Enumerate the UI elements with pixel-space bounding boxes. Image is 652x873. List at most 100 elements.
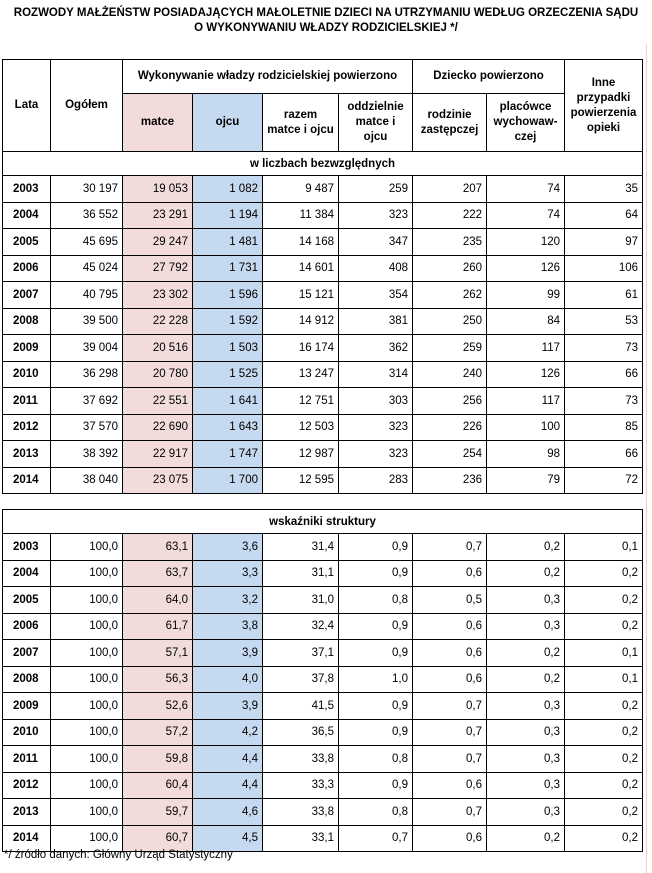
value-cell[interactable]: 12 987: [262, 440, 339, 468]
value-cell[interactable]: 126: [485, 360, 566, 388]
value-cell[interactable]: 33,8: [262, 798, 339, 826]
value-cell[interactable]: 73: [564, 387, 644, 415]
value-cell[interactable]: 250: [412, 307, 487, 335]
value-cell[interactable]: 53: [564, 307, 644, 335]
value-cell[interactable]: 45 024: [50, 254, 123, 282]
value-cell[interactable]: 0,2: [564, 559, 644, 587]
value-cell[interactable]: 100,0: [50, 639, 123, 667]
value-cell[interactable]: 256: [412, 387, 487, 415]
value-cell[interactable]: 33,3: [262, 771, 339, 799]
year-cell[interactable]: 2003: [2, 533, 51, 561]
value-cell[interactable]: 0,2: [485, 665, 566, 693]
year-cell[interactable]: 2004: [2, 201, 51, 229]
value-cell[interactable]: 117: [485, 387, 566, 415]
value-cell[interactable]: 0,3: [485, 771, 566, 799]
value-cell[interactable]: 259: [412, 334, 487, 362]
value-cell[interactable]: 64: [564, 201, 644, 229]
year-cell[interactable]: 2011: [2, 745, 51, 773]
value-cell[interactable]: 100,0: [50, 745, 123, 773]
header-placowce[interactable]: placówce wychowaw-czej: [485, 93, 566, 152]
value-cell[interactable]: 38 392: [50, 440, 123, 468]
value-cell[interactable]: 4,4: [192, 771, 263, 799]
year-cell[interactable]: 2010: [2, 718, 51, 746]
value-cell[interactable]: 222: [412, 201, 487, 229]
value-cell[interactable]: 240: [412, 360, 487, 388]
year-cell[interactable]: 2012: [2, 771, 51, 799]
year-cell[interactable]: 2013: [2, 440, 51, 468]
value-cell[interactable]: 1 700: [192, 466, 263, 494]
value-cell[interactable]: 100: [485, 413, 566, 441]
value-cell[interactable]: 0,8: [338, 745, 413, 773]
year-cell[interactable]: 2004: [2, 559, 51, 587]
year-cell[interactable]: 2008: [2, 665, 51, 693]
value-cell[interactable]: 0,2: [564, 718, 644, 746]
value-cell[interactable]: 3,8: [192, 612, 263, 640]
value-cell[interactable]: 22 917: [122, 440, 193, 468]
header-lata[interactable]: Lata: [2, 59, 51, 152]
year-cell[interactable]: 2011: [2, 387, 51, 415]
value-cell[interactable]: 4,4: [192, 745, 263, 773]
header-wladza-group[interactable]: Wykonywanie władzy rodzicielskiej powier…: [122, 59, 413, 94]
value-cell[interactable]: 56,3: [122, 665, 193, 693]
header-rodzinie[interactable]: rodzinie zastępczej: [412, 93, 487, 152]
value-cell[interactable]: 23 075: [122, 466, 193, 494]
header-dziecko-group[interactable]: Dziecko powierzono: [411, 59, 566, 94]
value-cell[interactable]: 22 690: [122, 413, 193, 441]
value-cell[interactable]: 0,3: [485, 586, 566, 614]
value-cell[interactable]: 1 747: [192, 440, 263, 468]
value-cell[interactable]: 45 695: [50, 228, 123, 256]
value-cell[interactable]: 259: [338, 175, 413, 203]
value-cell[interactable]: 4,5: [192, 824, 263, 852]
value-cell[interactable]: 1 592: [192, 307, 263, 335]
value-cell[interactable]: 32,4: [262, 612, 339, 640]
value-cell[interactable]: 36 552: [50, 201, 123, 229]
value-cell[interactable]: 0,2: [564, 824, 644, 852]
value-cell[interactable]: 3,3: [192, 559, 263, 587]
value-cell[interactable]: 59,7: [122, 798, 193, 826]
value-cell[interactable]: 3,2: [192, 586, 263, 614]
value-cell[interactable]: 23 302: [122, 281, 193, 309]
value-cell[interactable]: 64,0: [122, 586, 193, 614]
value-cell[interactable]: 0,5: [412, 586, 487, 614]
value-cell[interactable]: 303: [338, 387, 413, 415]
header-razem[interactable]: razem matce i ojcu: [262, 93, 339, 152]
value-cell[interactable]: 35: [564, 175, 644, 203]
value-cell[interactable]: 0,2: [564, 612, 644, 640]
year-cell[interactable]: 2006: [2, 612, 51, 640]
value-cell[interactable]: 0,7: [412, 533, 487, 561]
value-cell[interactable]: 14 601: [262, 254, 339, 282]
value-cell[interactable]: 31,4: [262, 533, 339, 561]
value-cell[interactable]: 4,0: [192, 665, 263, 693]
header-matce[interactable]: matce: [122, 93, 193, 152]
value-cell[interactable]: 323: [338, 413, 413, 441]
value-cell[interactable]: 1 641: [192, 387, 263, 415]
value-cell[interactable]: 0,8: [338, 798, 413, 826]
value-cell[interactable]: 262: [412, 281, 487, 309]
value-cell[interactable]: 20 780: [122, 360, 193, 388]
value-cell[interactable]: 1 643: [192, 413, 263, 441]
value-cell[interactable]: 39 004: [50, 334, 123, 362]
value-cell[interactable]: 13 247: [262, 360, 339, 388]
value-cell[interactable]: 100,0: [50, 533, 123, 561]
value-cell[interactable]: 0,6: [412, 665, 487, 693]
value-cell[interactable]: 66: [564, 360, 644, 388]
value-cell[interactable]: 362: [338, 334, 413, 362]
value-cell[interactable]: 37,1: [262, 639, 339, 667]
value-cell[interactable]: 0,2: [485, 533, 566, 561]
value-cell[interactable]: 0,6: [412, 612, 487, 640]
value-cell[interactable]: 36,5: [262, 718, 339, 746]
value-cell[interactable]: 106: [564, 254, 644, 282]
value-cell[interactable]: 0,2: [485, 559, 566, 587]
value-cell[interactable]: 74: [485, 175, 566, 203]
year-cell[interactable]: 2013: [2, 798, 51, 826]
value-cell[interactable]: 0,6: [412, 639, 487, 667]
value-cell[interactable]: 11 384: [262, 201, 339, 229]
value-cell[interactable]: 283: [338, 466, 413, 494]
year-cell[interactable]: 2003: [2, 175, 51, 203]
value-cell[interactable]: 20 516: [122, 334, 193, 362]
value-cell[interactable]: 0,3: [485, 718, 566, 746]
year-cell[interactable]: 2006: [2, 254, 51, 282]
year-cell[interactable]: 2005: [2, 586, 51, 614]
value-cell[interactable]: 4,2: [192, 718, 263, 746]
year-cell[interactable]: 2014: [2, 824, 51, 852]
